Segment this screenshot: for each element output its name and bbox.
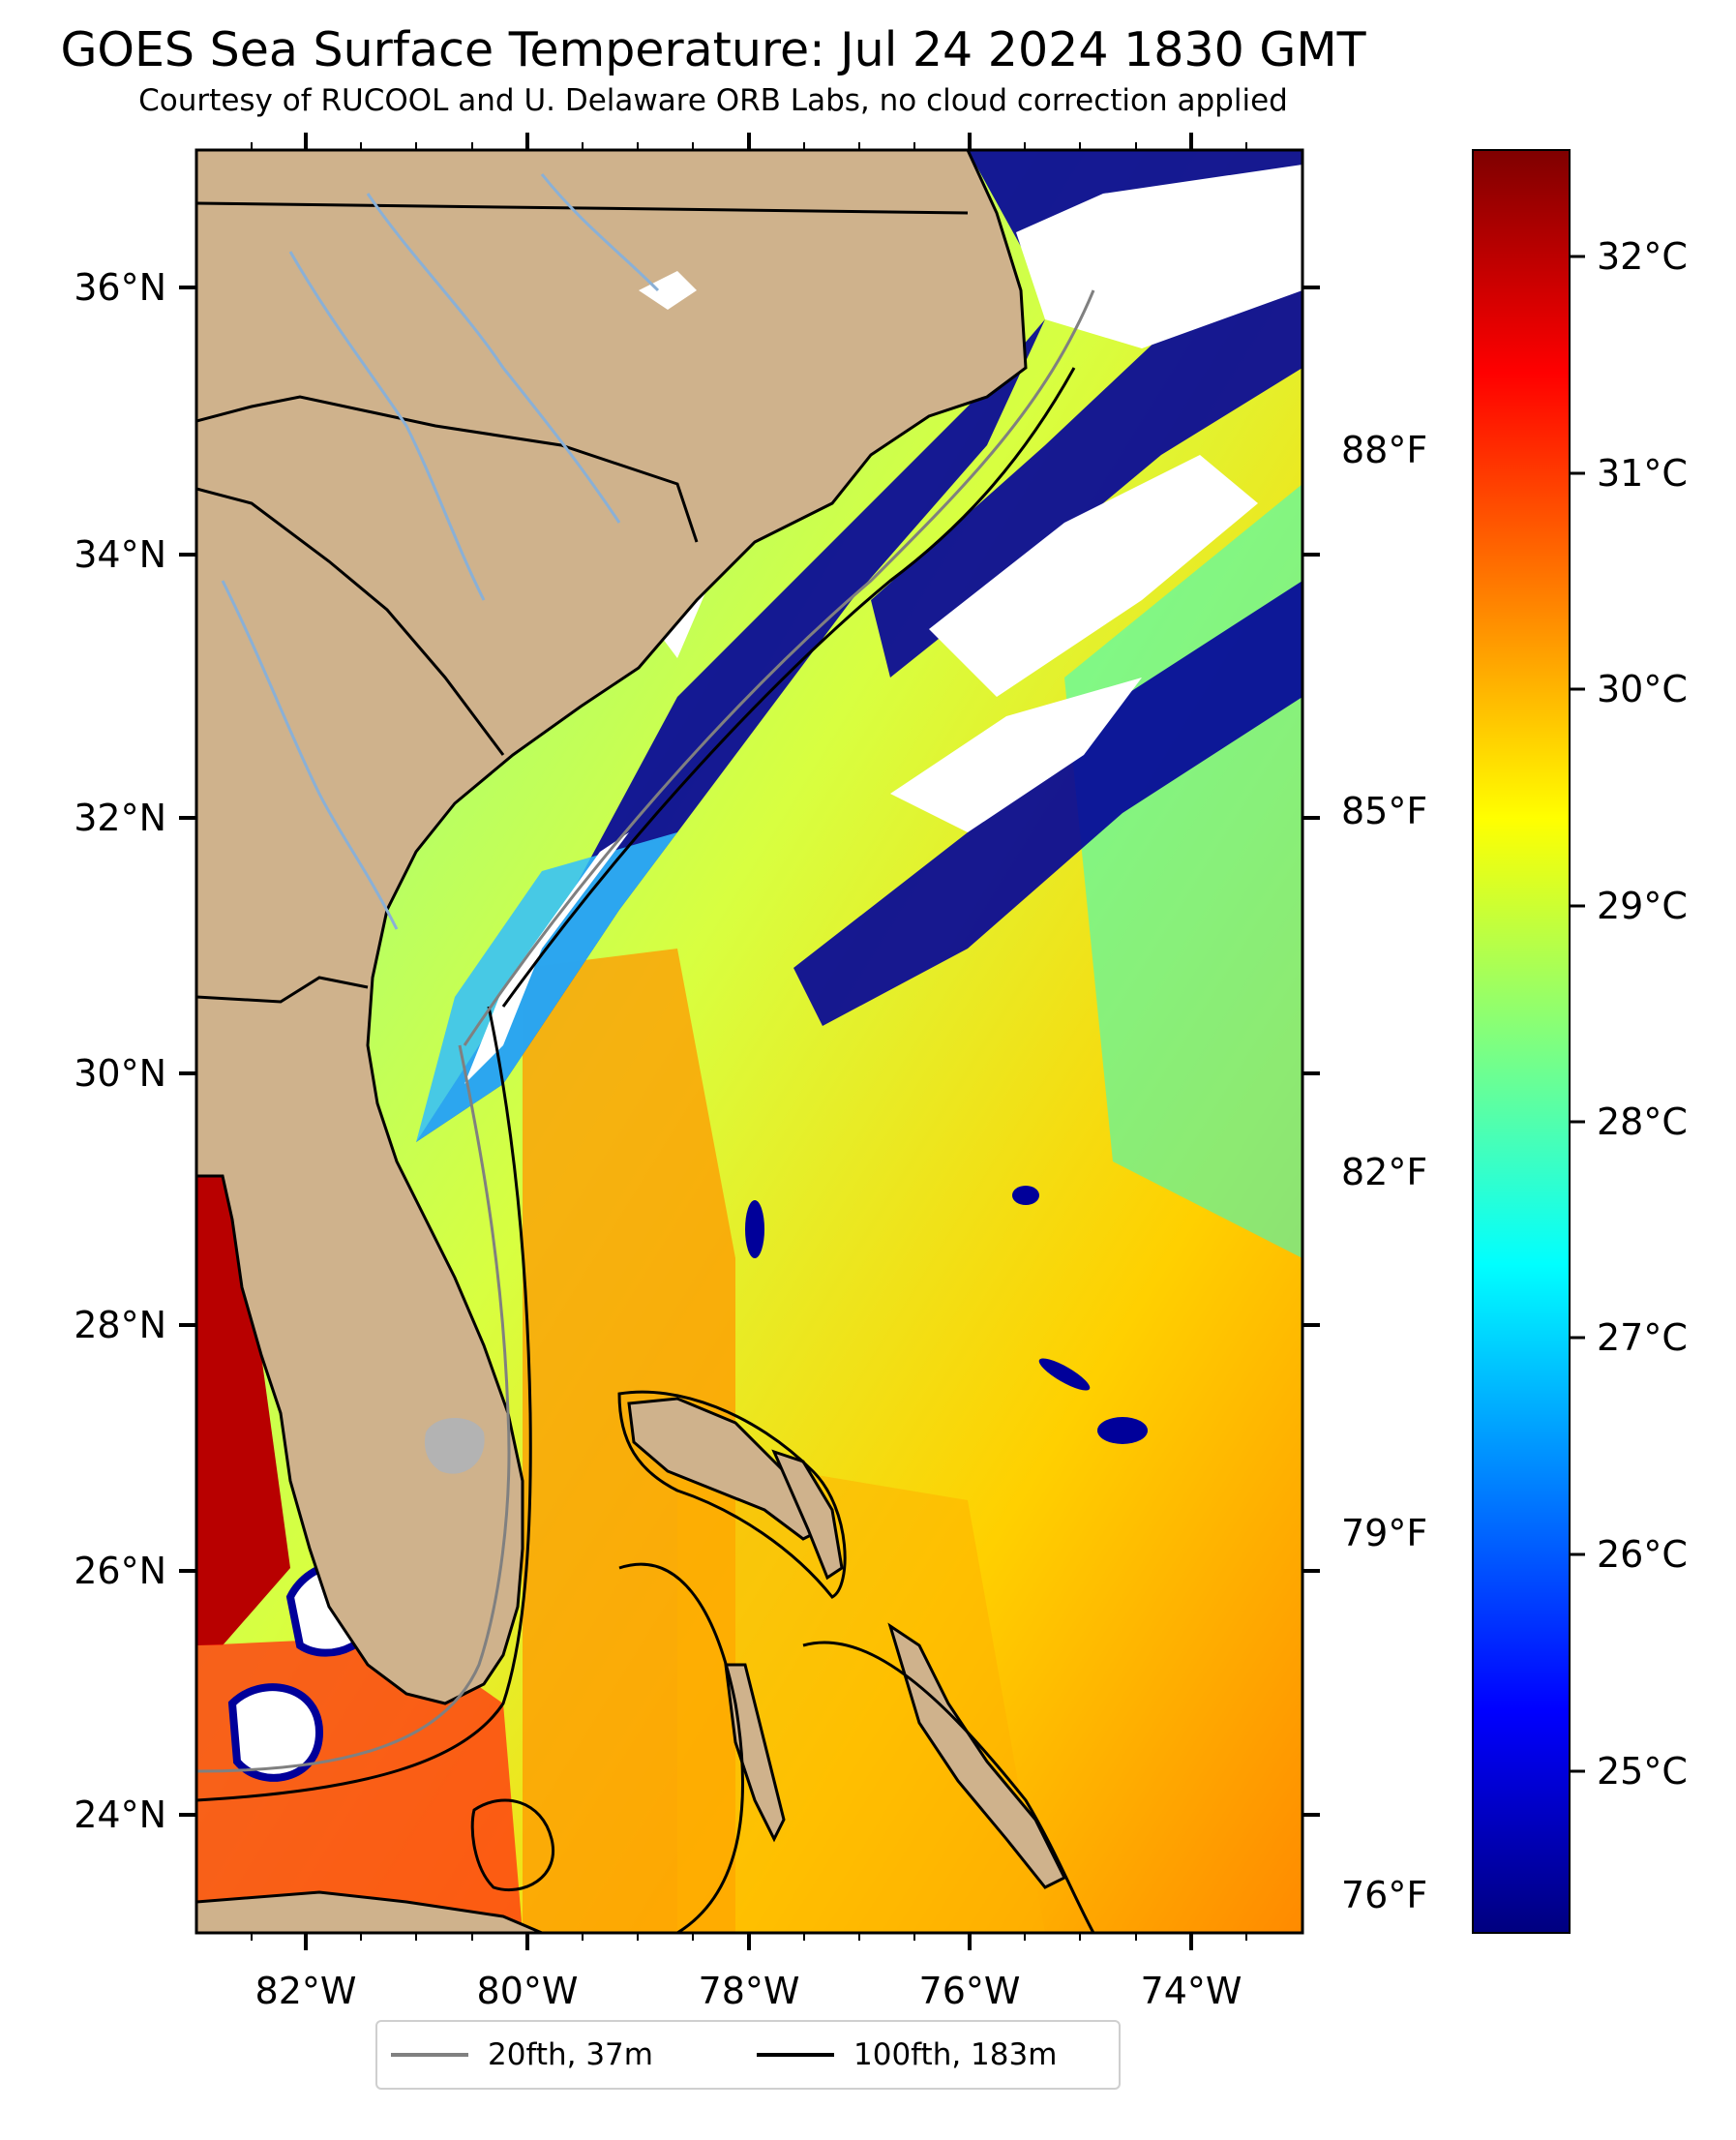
lat-label: 34°N	[74, 533, 166, 576]
contour-20fth	[196, 1044, 511, 1773]
colorbar	[1472, 149, 1571, 1934]
lat-label: 28°N	[74, 1304, 166, 1346]
lon-ticks	[304, 133, 1193, 1950]
cloud-patch	[929, 455, 1258, 697]
state-border	[196, 487, 505, 756]
page-title: GOES Sea Surface Temperature: Jul 24 202…	[60, 22, 1366, 77]
contour-20fth	[463, 289, 1095, 1046]
colorbar-tick-label: 29°C	[1597, 885, 1688, 927]
legend-line-gray	[391, 2053, 468, 2057]
hot-gulf-water	[196, 1176, 290, 1645]
cold-speck	[745, 1200, 764, 1258]
colorbar-tick-label: 25°C	[1597, 1750, 1688, 1793]
river	[540, 173, 660, 292]
colorbar-tick-label: 32°C	[1597, 235, 1688, 278]
cloud-patch	[890, 678, 1142, 832]
contour-100fth	[501, 367, 1076, 1008]
contour-100fth	[802, 1641, 1095, 1933]
cold-filament-band	[793, 581, 1302, 1026]
river	[221, 580, 399, 930]
lat-ticks	[179, 286, 1320, 1817]
lon-label: 76°W	[919, 1970, 1021, 2012]
cold-speck	[1038, 1358, 1091, 1391]
cloud-patch	[639, 271, 697, 310]
land-mainland	[196, 150, 1028, 1705]
page-subtitle: Courtesy of RUCOOL and U. Delaware ORB L…	[138, 83, 1288, 118]
fahrenheit-label: 88°F	[1341, 429, 1427, 471]
state-border	[196, 395, 699, 543]
lat-label: 32°N	[74, 797, 166, 839]
state-border	[196, 201, 969, 215]
lon-label: 74°W	[1141, 1970, 1242, 2012]
cold-speck	[1097, 1417, 1148, 1444]
colorbar-tick-label: 27°C	[1597, 1316, 1688, 1359]
legend-label: 100fth, 183m	[853, 2037, 1058, 2072]
fahrenheit-label: 79°F	[1341, 1512, 1427, 1554]
land-andros	[724, 1663, 786, 1843]
lat-label: 26°N	[74, 1550, 166, 1592]
lat-label: 30°N	[74, 1052, 166, 1095]
river	[288, 251, 486, 601]
fahrenheit-label: 76°F	[1341, 1874, 1427, 1916]
lon-label: 80°W	[477, 1970, 579, 2012]
minor-ticks	[251, 142, 1247, 1941]
land-eleuthera-exuma	[887, 1622, 1067, 1889]
state-border	[196, 976, 369, 1004]
contour-100fth	[617, 1390, 847, 1599]
land-cuba	[196, 1890, 543, 1933]
cloud-patch	[464, 832, 629, 1084]
colorbar-ticks	[1570, 255, 1585, 1773]
cloud-patch	[227, 1683, 324, 1782]
fahrenheit-label: 82°F	[1341, 1151, 1427, 1193]
contour-100fth	[196, 1006, 532, 1802]
fahrenheit-label: 85°F	[1341, 790, 1427, 832]
lon-label: 82°W	[255, 1970, 357, 2012]
colorbar-tick-label: 31°C	[1597, 452, 1688, 495]
lat-label: 36°N	[74, 266, 166, 309]
legend-item-100fth: 100fth, 183m	[757, 2022, 1057, 2088]
colorbar-tick-label: 26°C	[1597, 1533, 1688, 1576]
lat-label: 24°N	[74, 1793, 166, 1836]
cold-speck	[1012, 1186, 1039, 1205]
colorbar-tick-label: 30°C	[1597, 668, 1688, 710]
river	[366, 193, 621, 524]
legend-label: 20fth, 37m	[488, 2037, 653, 2072]
lon-label: 78°W	[699, 1970, 800, 2012]
colorbar-tick-label: 28°C	[1597, 1100, 1688, 1143]
legend-item-20fth: 20fth, 37m	[391, 2022, 653, 2088]
contour-100fth	[618, 1562, 744, 1933]
legend-line-black	[757, 2053, 834, 2057]
lake-okeechobee	[424, 1418, 485, 1474]
legend: 20fth, 37m 100fth, 183m	[375, 2020, 1121, 2090]
contour-100fth	[470, 1798, 555, 1892]
map-panel	[196, 150, 1302, 1933]
cold-offshore-band	[871, 223, 1302, 678]
